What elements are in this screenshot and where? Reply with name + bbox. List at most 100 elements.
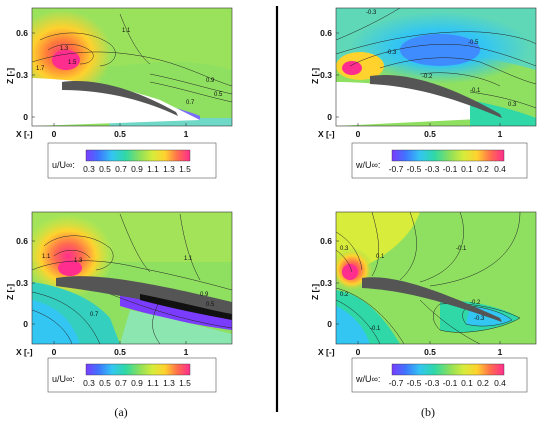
contour-field-bottom-right: 0.3 0.2 0.1 -0.1 -0.2 -0.3 -0.1 xyxy=(336,212,536,344)
colorbar-tick: -0.7 xyxy=(389,164,404,174)
plot-frame xyxy=(31,7,233,127)
x-tick-label: 1 xyxy=(498,347,503,357)
contour-label: 0.9 xyxy=(200,292,209,298)
y-tick-label: 0 xyxy=(23,319,28,329)
colorbar-tick: 1.1 xyxy=(147,378,159,388)
contour-label: 1.7 xyxy=(36,66,45,72)
panel-bottom-right: 0.3 0.2 0.1 -0.1 -0.2 -0.3 -0.1 0 0.3 0.… xyxy=(310,211,537,393)
y-tick-label: 0.6 xyxy=(16,28,28,38)
panel-bottom-left: 1.1 1.3 1.1 0.9 0.7 0.5 0 0.3 0.6 0 0.5 … xyxy=(5,211,233,393)
contour-label: 0.7 xyxy=(186,100,195,106)
x-tick-label: 1 xyxy=(184,129,189,139)
x-axis-label: X [-] xyxy=(16,129,33,139)
y-tick-label: 0.6 xyxy=(320,236,332,246)
x-tick-label: 0 xyxy=(356,129,361,139)
contour-label: 0.9 xyxy=(206,78,215,84)
y-tick-label: 0.6 xyxy=(320,28,332,38)
colorbar-tick: -0.7 xyxy=(389,378,404,388)
colorbar-tick: 0.3 xyxy=(83,164,95,174)
contour-label: 0.2 xyxy=(340,292,349,298)
y-axis-ticks: 0 0.3 0.6 xyxy=(16,28,35,122)
colorbar-bottom-left: u/U∞: 0.3 0.5 0.7 0.9 1.1 1.3 1.5 xyxy=(47,357,217,393)
colorbar-bottom-right: w/U∞: -0.7 -0.5 -0.3 -0.1 0.1 0.2 0.4 xyxy=(351,357,528,393)
contour-label: 1.1 xyxy=(184,256,193,262)
colorbar-tick: -0.3 xyxy=(425,378,440,388)
x-tick-label: 0 xyxy=(356,347,361,357)
colorbar-top-left: u/U∞: 0.3 0.5 0.7 0.9 1.1 1.3 1.5 xyxy=(47,142,217,179)
colorbar-tick: -0.5 xyxy=(407,164,422,174)
y-axis-ticks: 0 0.3 0.6 xyxy=(320,28,339,122)
contour-label: -0.1 xyxy=(456,246,467,252)
x-axis-label: X [-] xyxy=(318,347,335,357)
colorbar-tick: 0.5 xyxy=(99,378,111,388)
colorbar-tick: 0.1 xyxy=(461,378,473,388)
colorbar-tick: 0.9 xyxy=(131,378,143,388)
colorbar-tick: 0.7 xyxy=(115,164,127,174)
colorbar-label: w/U∞: xyxy=(355,374,380,384)
plot-frame xyxy=(31,211,233,345)
contour-label: 0.5 xyxy=(206,302,215,308)
colorbar-tick: 0.3 xyxy=(83,378,95,388)
panel-top-left: 1.1 1.3 1.5 1.7 0.9 0.7 0.5 0 0.3 0.6 0 … xyxy=(5,7,233,179)
x-axis-ticks: 0 0.5 1 xyxy=(356,123,503,139)
contour-label: -0.1 xyxy=(470,88,481,94)
colorbar-tick: -0.3 xyxy=(425,164,440,174)
colorbar-tick: 1.5 xyxy=(179,164,191,174)
colorbar-tick: 1.5 xyxy=(179,378,191,388)
colorbar-tick: 0.7 xyxy=(115,378,127,388)
y-axis-label: Z [-] xyxy=(310,284,320,300)
contour-label: -0.3 xyxy=(386,50,397,56)
colorbar-tick: -0.5 xyxy=(407,378,422,388)
colorbar-top-right: w/U∞: -0.7 -0.5 -0.3 -0.1 0.1 0.2 0.4 xyxy=(351,142,528,179)
caption-a: (a) xyxy=(114,405,127,419)
panel-top-right: -0.3 -0.5 -0.2 -0.1 0.3 -0.3 0 0.3 0.6 0… xyxy=(310,7,537,179)
y-tick-label: 0.3 xyxy=(16,70,28,80)
y-axis-label: Z [-] xyxy=(5,68,15,84)
contour-label: -0.3 xyxy=(474,316,485,322)
contour-label: 0.3 xyxy=(508,102,517,108)
x-axis-label: X [-] xyxy=(318,129,335,139)
x-tick-label: 1 xyxy=(184,347,189,357)
y-tick-label: 0.3 xyxy=(320,278,332,288)
x-axis-ticks: 0 0.5 1 xyxy=(356,341,503,357)
x-axis-label: X [-] xyxy=(16,347,33,357)
x-tick-label: 0 xyxy=(52,347,57,357)
contour-label: 1.3 xyxy=(60,46,69,52)
contour-label: 1.1 xyxy=(42,254,51,260)
x-tick-label: 0 xyxy=(52,129,57,139)
contour-field-top-left: 1.1 1.3 1.5 1.7 0.9 0.7 0.5 xyxy=(32,8,232,126)
contour-label: 0.3 xyxy=(340,246,349,252)
colorbar-tick: 0.9 xyxy=(131,164,143,174)
colorbar-tick: -0.1 xyxy=(443,378,458,388)
colorbar-tick: 0.4 xyxy=(494,164,506,174)
contour-label: -0.2 xyxy=(470,300,481,306)
y-axis-label: Z [-] xyxy=(310,68,320,84)
contour-label: -0.3 xyxy=(366,10,377,16)
y-tick-label: 0 xyxy=(327,319,332,329)
contour-label: 0.7 xyxy=(90,312,99,318)
plot-frame xyxy=(335,7,537,127)
colorbar-label: u/U∞: xyxy=(52,160,75,170)
colorbar-tick: 0.2 xyxy=(477,164,489,174)
y-axis-ticks: 0 0.3 0.6 xyxy=(320,236,339,329)
y-tick-label: 0.3 xyxy=(16,278,28,288)
contour-field-bottom-left: 1.1 1.3 1.1 0.9 0.7 0.5 xyxy=(32,212,232,344)
colorbar-label: w/U∞: xyxy=(355,160,380,170)
y-tick-label: 0.6 xyxy=(16,236,28,246)
y-tick-label: 0 xyxy=(23,112,28,122)
contour-label: -0.2 xyxy=(422,74,433,80)
y-axis-label: Z [-] xyxy=(5,284,15,300)
colorbar-label: u/U∞: xyxy=(52,374,75,384)
caption-b: (b) xyxy=(421,405,435,419)
y-tick-label: 0.3 xyxy=(320,70,332,80)
colorbar-tick: 0.1 xyxy=(461,164,473,174)
colorbar-tick: 1.1 xyxy=(147,164,159,174)
x-tick-label: 0.5 xyxy=(424,347,436,357)
y-axis-ticks: 0 0.3 0.6 xyxy=(16,236,35,329)
y-tick-label: 0 xyxy=(327,112,332,122)
contour-label: 0.5 xyxy=(214,92,223,98)
contour-label: 1.1 xyxy=(122,28,131,34)
colorbar-tick: 0.4 xyxy=(494,378,506,388)
contour-field-top-right: -0.3 -0.5 -0.2 -0.1 0.3 -0.3 xyxy=(336,8,536,126)
x-axis-ticks: 0 0.5 1 xyxy=(52,341,189,357)
